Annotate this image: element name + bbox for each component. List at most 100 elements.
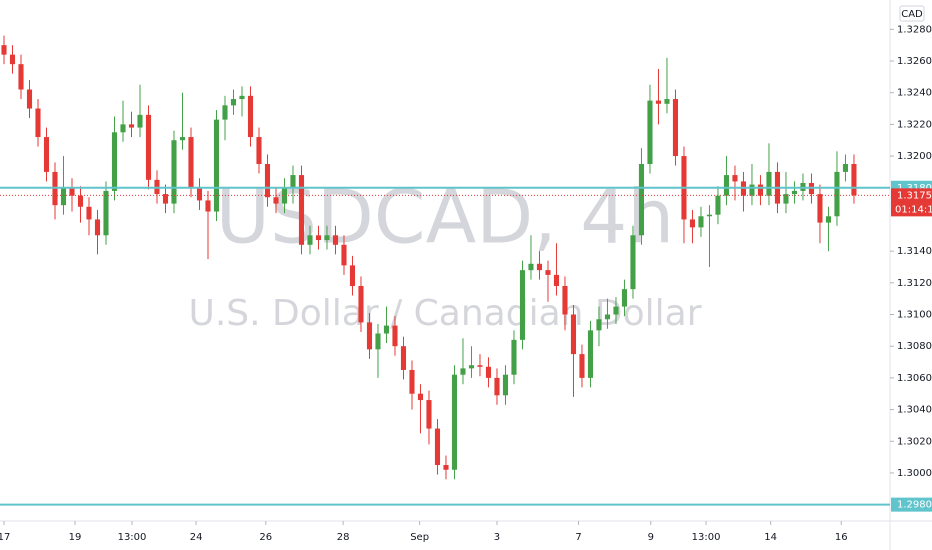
candle-body <box>519 270 526 340</box>
candle-body <box>18 64 24 90</box>
candle-body <box>494 377 500 396</box>
candle-body <box>706 214 713 217</box>
candle-body <box>230 99 237 106</box>
candle-body <box>120 124 126 133</box>
candle-body <box>324 235 330 241</box>
candle-body <box>264 163 271 198</box>
y-tick-label: 1.30200 <box>897 436 932 447</box>
watermark-title: USDCAD, 4h <box>216 175 674 261</box>
candle-body <box>103 190 109 236</box>
candle-body <box>179 137 186 141</box>
candle-body <box>460 368 466 375</box>
candle-body <box>689 219 696 228</box>
candle-body <box>281 187 288 204</box>
candle-body <box>417 393 424 401</box>
candle-body <box>587 330 594 378</box>
countdown-label: 01:14:17 <box>895 204 932 215</box>
candle-body <box>485 366 492 378</box>
y-tick-label: 1.31200 <box>897 278 932 289</box>
line-price-label: 1.29800 <box>897 500 932 511</box>
candle-body <box>638 163 645 236</box>
candle-body <box>400 346 407 370</box>
y-tick-label: 1.30800 <box>897 341 932 352</box>
candle-body <box>1 45 7 55</box>
x-tick-label: 16 <box>835 532 848 543</box>
candle-body <box>43 137 50 172</box>
x-tick-label: Sep <box>410 532 429 543</box>
candle-body <box>409 369 415 394</box>
candle-body <box>205 200 211 212</box>
currency-label: CAD <box>901 9 923 20</box>
candle-body <box>256 137 262 164</box>
candle-body <box>817 194 823 223</box>
candle-body <box>502 374 509 396</box>
x-tick-label: 13:00 <box>692 532 721 543</box>
y-tick-label: 1.31400 <box>897 246 932 257</box>
y-tick-label: 1.32800 <box>897 24 932 35</box>
candle-body <box>536 263 543 271</box>
candle-body <box>621 289 628 307</box>
x-tick-label: 13:00 <box>118 532 147 543</box>
candle-body <box>383 325 390 334</box>
candle-body <box>26 89 33 109</box>
candle-body <box>596 319 602 331</box>
candle-body <box>528 263 534 271</box>
candle-body <box>723 175 730 196</box>
candle-body <box>247 95 254 138</box>
candle-body <box>273 197 279 204</box>
candle-body <box>426 400 432 429</box>
last-price-label: 1.31752 <box>897 190 932 201</box>
currency-box[interactable] <box>899 5 925 22</box>
candle-body <box>834 171 840 217</box>
candle-body <box>655 100 662 104</box>
candle-body <box>392 325 398 347</box>
candle-body <box>111 132 118 191</box>
candle-body <box>511 339 517 375</box>
candle-body <box>349 265 356 286</box>
candle-body <box>715 195 721 215</box>
candle-body <box>86 206 92 220</box>
x-tick-label: 24 <box>190 532 203 543</box>
candle-body <box>77 195 84 207</box>
line-price-label: 1.31800 <box>897 183 932 194</box>
candle-body <box>468 365 475 369</box>
candle-body <box>145 114 152 180</box>
candle-body <box>213 119 220 212</box>
candle-body <box>315 235 322 241</box>
candle-body <box>579 354 585 378</box>
candle-body <box>196 187 203 201</box>
x-tick-label: 28 <box>337 532 350 543</box>
candle-body <box>613 306 619 315</box>
y-tick-label: 1.30000 <box>897 468 932 479</box>
candle-body <box>222 105 228 120</box>
candle-body <box>451 374 458 470</box>
y-tick-label: 1.32000 <box>897 151 932 162</box>
x-tick-label: 14 <box>764 532 777 543</box>
candle-body <box>366 322 373 350</box>
candle-body <box>60 187 67 206</box>
candle-body <box>239 95 245 100</box>
candle-body <box>358 285 364 323</box>
y-tick-label: 1.32400 <box>897 88 932 99</box>
y-tick-label: 1.30600 <box>897 373 932 384</box>
candle-body <box>851 163 857 196</box>
candle-body <box>375 333 381 350</box>
candle-body <box>766 171 772 196</box>
candle-body <box>35 108 41 138</box>
y-tick-label: 1.30400 <box>897 405 932 416</box>
y-tick-label: 1.32600 <box>897 56 932 67</box>
candle-body <box>672 99 679 157</box>
candle-body <box>171 140 177 204</box>
candle-body <box>757 184 764 196</box>
candle-body <box>783 194 789 204</box>
y-tick-label: 1.31000 <box>897 310 932 321</box>
candle-body <box>128 124 135 128</box>
candle-body <box>749 184 755 196</box>
x-tick-label: 19 <box>69 532 82 543</box>
candle-body <box>290 175 296 188</box>
candle-body <box>443 465 449 470</box>
candle-body <box>825 216 832 223</box>
candle-body <box>188 137 194 188</box>
